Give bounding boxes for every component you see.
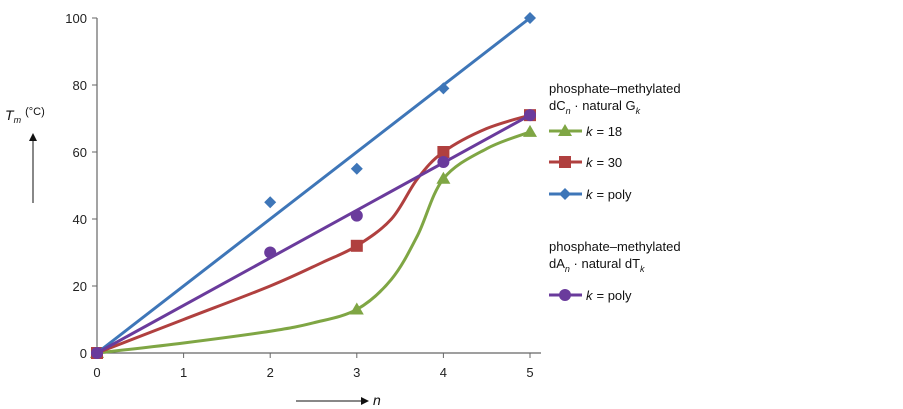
series-gk18 [90, 124, 537, 358]
data-point-tpoly [524, 109, 536, 122]
legend-group-g-line1: phosphate–methylated [549, 81, 681, 96]
y-tick-label: 40 [73, 212, 87, 227]
legend-label: k = 18 [586, 124, 622, 139]
tick-labels: 0 20 40 60 80 100 0 1 2 3 4 5 [65, 11, 533, 380]
series-gpoly [91, 12, 536, 359]
legend-group-t-line2: dAn · natural dTk [549, 256, 645, 274]
data-point-gk18 [436, 171, 451, 184]
legend-k-value: = 18 [597, 124, 623, 139]
series-line-gk18 [96, 130, 531, 355]
legend-entry-gk30: k = 30 [549, 155, 622, 170]
series-line-gk30 [96, 113, 531, 355]
legend-k-symbol: k [586, 155, 594, 170]
data-point-gk30 [350, 239, 363, 252]
legend-group-t-line1: phosphate–methylated [549, 239, 681, 254]
data-point-gk30 [437, 146, 450, 158]
data-point-gpoly [524, 12, 536, 24]
legend-label: k = poly [586, 187, 632, 202]
y-tick-label: 80 [73, 78, 87, 93]
y-tick-label: 0 [80, 346, 87, 361]
x-tick-label: 1 [180, 365, 187, 380]
legend-swatch-marker [559, 188, 571, 200]
legend-entry-gk18: k = 18 [549, 124, 622, 139]
series-line-tpoly [96, 113, 531, 355]
data-point-gpoly [350, 162, 363, 175]
legend-k-value: = 30 [597, 155, 623, 170]
data-point-tpoly [91, 347, 103, 359]
legend-k-symbol: k [586, 288, 594, 303]
series-tpoly [91, 109, 536, 359]
legend-k-symbol: k [586, 187, 594, 202]
legend-swatch-marker [559, 289, 571, 301]
legend: phosphate–methylated dCn · natural Gk k =… [549, 81, 681, 303]
x-tick-label: 0 [93, 365, 100, 380]
data-point-gk18 [349, 302, 364, 315]
y-tick-label: 100 [65, 11, 87, 26]
x-tick-label: 5 [526, 365, 533, 380]
data-point-tpoly [350, 209, 363, 222]
data-point-gpoly [437, 82, 450, 95]
data-point-gk18 [523, 124, 537, 137]
legend-group-g-line2: dCn · natural Gk [549, 98, 641, 116]
legend-k-symbol: k [586, 124, 594, 139]
legend-k-value: = poly [597, 187, 633, 202]
legend-entry-gpoly: k = poly [549, 187, 632, 202]
y-axis-title: Tm(°C) [5, 106, 45, 125]
legend-k-value: = poly [597, 288, 633, 303]
y-tick-label: 60 [73, 145, 87, 160]
series-line-gpoly [96, 16, 531, 355]
tick-marks [92, 17, 531, 358]
x-axis-title: n [373, 392, 381, 408]
x-tick-label: 4 [440, 365, 447, 380]
legend-swatch-marker [558, 124, 572, 136]
x-tick-label: 3 [353, 365, 360, 380]
legend-entry-tpoly: k = poly [549, 288, 632, 303]
legend-label: k = poly [586, 288, 632, 303]
x-tick-label: 2 [267, 365, 274, 380]
legend-swatch-marker [559, 156, 571, 168]
series-layer [90, 12, 537, 359]
legend-label: k = 30 [586, 155, 622, 170]
y-tick-label: 20 [73, 279, 87, 294]
data-point-tpoly [437, 156, 450, 169]
data-point-tpoly [264, 246, 277, 259]
data-point-gpoly [264, 196, 277, 209]
